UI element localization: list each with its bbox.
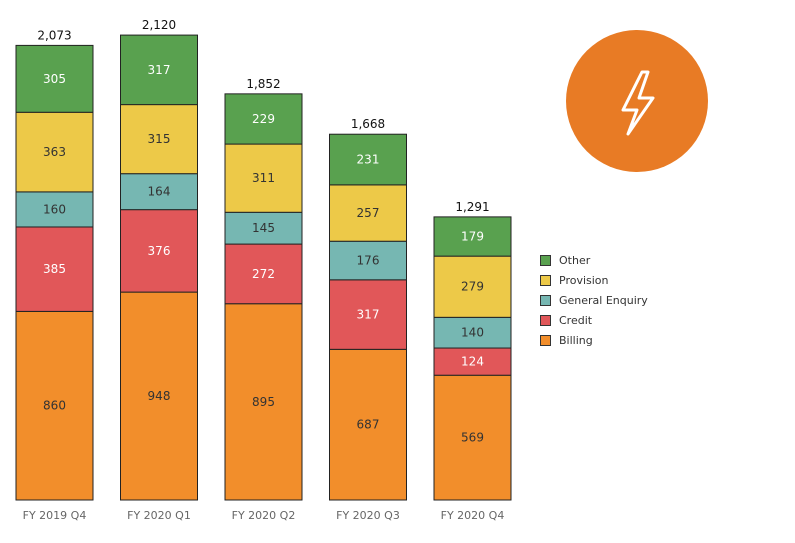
bar-segment-credit [120, 209, 198, 293]
data-label: 363 [43, 145, 66, 159]
data-label: 569 [461, 431, 484, 445]
lightning-badge [566, 30, 708, 172]
data-label: 257 [357, 206, 380, 220]
total-label: 1,852 [246, 77, 280, 91]
legend-swatch [540, 254, 551, 266]
legend-item-other: Other [540, 250, 648, 270]
legend-label: General Enquiry [559, 293, 648, 307]
bar-segment-other [224, 93, 303, 145]
data-label: 315 [148, 132, 171, 146]
bar-segment-general-enquiry [224, 211, 303, 245]
legend-swatch [540, 334, 551, 346]
legend-label: Provision [559, 273, 609, 287]
legend-item-credit: Credit [540, 310, 648, 330]
data-label: 860 [43, 399, 66, 413]
bar-segment-provision [224, 143, 303, 213]
bar-segment-billing [120, 291, 198, 501]
bar-segment-credit [433, 347, 512, 376]
bar-segment-provision [433, 255, 512, 318]
bar-segment-other [120, 34, 198, 106]
bar-segment-provision [329, 184, 407, 242]
data-label: 160 [43, 202, 66, 216]
data-label: 176 [357, 254, 380, 268]
data-label: 311 [252, 171, 275, 185]
x-tick-label: FY 2020 Q4 [441, 509, 505, 522]
data-label: 279 [461, 280, 484, 294]
bar-segment-general-enquiry [329, 240, 407, 281]
data-label: 229 [252, 112, 275, 126]
x-tick-label: FY 2020 Q1 [127, 509, 191, 522]
data-label: 272 [252, 267, 275, 281]
data-label: 385 [43, 262, 66, 276]
legend-item-provision: Provision [540, 270, 648, 290]
bar-segment-billing [433, 374, 512, 501]
legend-label: Billing [559, 333, 593, 347]
bar-segment-billing [15, 310, 94, 501]
data-label: 376 [148, 244, 171, 258]
data-label: 687 [357, 418, 380, 432]
data-label: 895 [252, 395, 275, 409]
data-label: 145 [252, 221, 275, 235]
data-label: 948 [148, 389, 171, 403]
legend-label: Other [559, 253, 591, 267]
bar-segment-provision [120, 104, 198, 175]
bar-segment-billing [224, 303, 303, 501]
lightning-bolt-icon [621, 70, 655, 136]
data-label: 317 [357, 308, 380, 322]
total-label: 2,073 [37, 28, 71, 42]
bar-segment-credit [329, 279, 407, 350]
bar-segment-credit [15, 226, 94, 312]
data-label: 124 [461, 355, 484, 369]
legend-item-billing: Billing [540, 330, 648, 350]
bar-segment-other [329, 133, 407, 186]
bar-segment-general-enquiry [120, 173, 198, 211]
x-tick-label: FY 2019 Q4 [23, 509, 87, 522]
legend-item-general-enquiry: General Enquiry [540, 290, 648, 310]
legend-swatch [540, 314, 551, 326]
legend-swatch [540, 274, 551, 286]
data-label: 317 [148, 63, 171, 77]
data-label: 179 [461, 230, 484, 244]
legend-label: Credit [559, 313, 593, 327]
bar-segment-billing [329, 348, 407, 501]
data-label: 231 [357, 153, 380, 167]
total-label: 2,120 [142, 18, 176, 32]
legend-swatch [540, 294, 551, 306]
x-tick-label: FY 2020 Q3 [336, 509, 400, 522]
bar-segment-other [15, 44, 94, 113]
bar-segment-credit [224, 243, 303, 305]
legend: Other Provision General Enquiry Credit Billi… [540, 250, 648, 350]
bar-segment-general-enquiry [15, 191, 94, 228]
total-label: 1,668 [351, 117, 385, 131]
data-label: 164 [148, 185, 171, 199]
x-tick-label: FY 2020 Q2 [232, 509, 296, 522]
bar-segment-other [433, 216, 512, 257]
bar-segment-general-enquiry [433, 316, 512, 349]
data-label: 305 [43, 72, 66, 86]
data-label: 140 [461, 326, 484, 340]
total-label: 1,291 [455, 200, 489, 214]
